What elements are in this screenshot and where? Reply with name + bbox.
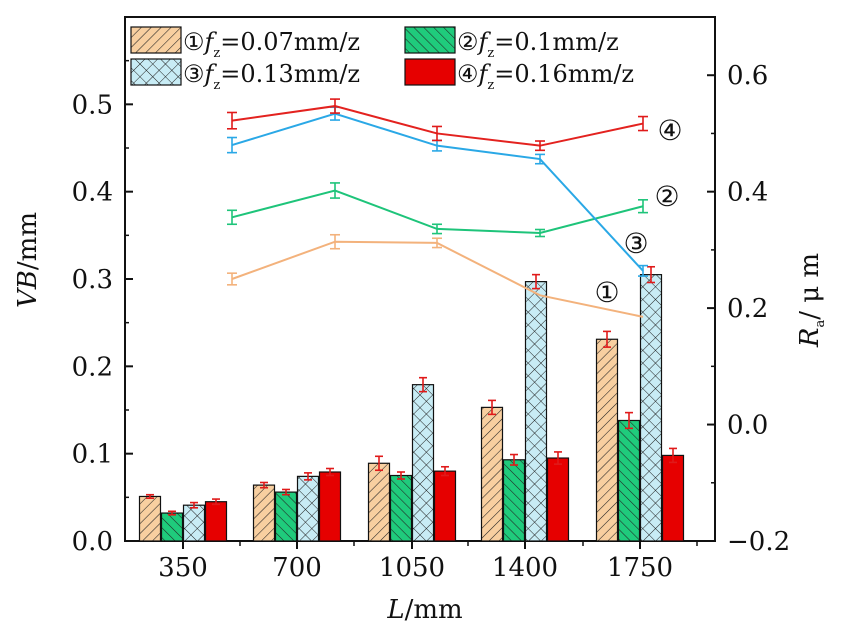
bar-s1-700 [252, 484, 276, 542]
bar-s2-700 [274, 491, 298, 542]
bars-layer [138, 265, 685, 542]
y-tick-label: 0.0 [72, 527, 113, 557]
series-marker-4: ④ [657, 114, 682, 147]
legend-swatch-4 [404, 58, 456, 86]
x-axis-title: L/mm [386, 595, 462, 625]
x-tick-label: 700 [272, 553, 322, 583]
bar-s3-1750 [639, 274, 663, 542]
legend-label-1: ①fz=0.07mm/z [183, 28, 360, 61]
bar-s1-1750 [595, 338, 619, 542]
x-tick-label: 350 [158, 553, 208, 583]
series-marker-3: ③ [623, 227, 648, 260]
bar-s4-700 [318, 471, 342, 542]
bar-s3-1400 [524, 281, 548, 542]
y2-tick-label: 0.0 [727, 411, 768, 441]
y-tick-label: 0.1 [72, 440, 113, 470]
bar-s3-350 [182, 504, 206, 542]
legend-label-4: ④fz=0.16mm/z [457, 60, 634, 93]
y2-axis-title: Ra/ μ m [795, 253, 828, 348]
bar-s4-1050 [433, 470, 457, 542]
y-tick-label: 0.3 [72, 265, 113, 295]
legend-swatch-2 [404, 26, 456, 54]
line-series-1 [231, 240, 644, 318]
legend-swatch-3 [130, 58, 182, 86]
bar-s3-700 [296, 475, 320, 542]
y2-tick-label: −0.2 [727, 527, 790, 557]
y-tick-label: 0.4 [72, 178, 113, 208]
bar-s1-1400 [480, 406, 504, 542]
bar-s4-350 [204, 501, 228, 542]
legend-swatch-1 [130, 26, 182, 54]
bar-s3-1050 [411, 384, 435, 542]
x-tick-label: 1400 [492, 553, 558, 583]
bar-s4-1750 [661, 454, 685, 542]
legend-label-3: ③fz=0.13mm/z [183, 60, 360, 93]
y2-tick-label: 0.6 [727, 61, 768, 91]
y-tick-label: 0.2 [72, 352, 113, 382]
series-marker-1: ① [594, 276, 619, 309]
x-tick-label: 1750 [607, 553, 673, 583]
y2-tick-label: 0.2 [727, 294, 768, 324]
legend-label-2: ②fz=0.1mm/z [457, 28, 619, 61]
y-axis-title: VB/mm [13, 212, 43, 308]
bar-s1-350 [138, 495, 162, 542]
x-tick-label: 1050 [379, 553, 445, 583]
series-marker-2: ② [654, 180, 679, 213]
bar-s2-350 [160, 512, 184, 542]
y-tick-label: 0.5 [72, 90, 113, 120]
bar-s1-1050 [367, 462, 391, 542]
lines-layer: ① ②③ ④ [227, 98, 683, 318]
bar-s4-1400 [546, 457, 570, 542]
y2-tick-label: 0.4 [727, 178, 768, 208]
bar-s2-1050 [389, 474, 413, 542]
axes-layer: 0.0 0.1 0.2 0.3 0.4 0.5 −0.2 0.0 0.2 0.4 0.6 350 700… [72, 59, 790, 583]
bar-s2-1750 [617, 419, 641, 542]
bar-s2-1400 [502, 459, 526, 542]
legend: ①fz=0.07mm/z ②fz=0.1mm/z ③fz=0.13mm/z ④fz=0… [130, 26, 634, 93]
